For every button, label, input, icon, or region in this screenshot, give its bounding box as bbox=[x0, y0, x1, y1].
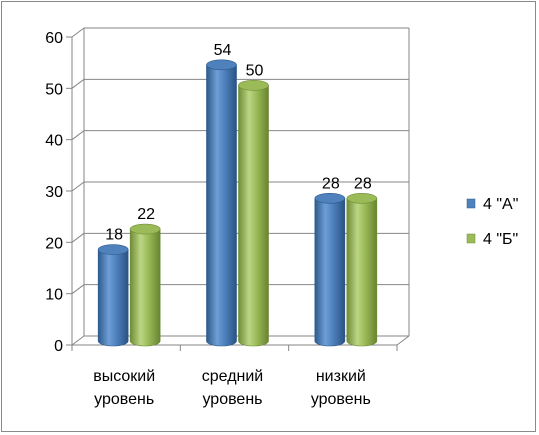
axis-layer: 0 10 20 30 40 50 60 bbox=[45, 30, 410, 355]
category-label: средний bbox=[202, 368, 264, 385]
bar-body bbox=[129, 228, 161, 347]
bar-top bbox=[238, 80, 269, 91]
y-tick-label: 50 bbox=[45, 81, 63, 98]
legend: 4 "А" 4 "Б" bbox=[466, 196, 518, 248]
data-label: 28 bbox=[322, 175, 340, 192]
data-label: 54 bbox=[214, 42, 232, 59]
labels-layer: 18 22 высокий уровень 54 50 средний уровень 28 28… bbox=[93, 42, 372, 408]
category-label: уровень bbox=[202, 391, 262, 408]
gridline-diagonal bbox=[71, 335, 85, 346]
category-label: низкий bbox=[316, 368, 366, 385]
y-tick-label: 0 bbox=[54, 338, 63, 355]
bar-top bbox=[346, 192, 378, 204]
gridline-diagonal bbox=[71, 130, 85, 141]
bar-body bbox=[346, 197, 378, 347]
y-tick-label: 20 bbox=[45, 235, 63, 252]
category-label: уровень bbox=[94, 391, 154, 408]
bar-top bbox=[129, 223, 161, 235]
legend-label: 4 "А" bbox=[483, 196, 518, 213]
category-label: уровень bbox=[311, 391, 371, 408]
bar-body bbox=[314, 197, 346, 347]
bar bbox=[314, 192, 346, 347]
bar-body bbox=[97, 249, 129, 347]
data-label: 28 bbox=[354, 175, 372, 192]
bar bbox=[206, 59, 237, 347]
data-label: 50 bbox=[246, 62, 264, 79]
gridline-diagonal bbox=[71, 78, 85, 89]
floor-edge bbox=[396, 335, 410, 346]
bar bbox=[97, 244, 129, 347]
gridline-diagonal bbox=[71, 284, 85, 295]
category-label: высокий bbox=[93, 368, 155, 385]
y-tick-label: 60 bbox=[45, 30, 63, 47]
bar bbox=[238, 80, 269, 347]
data-label: 22 bbox=[137, 206, 155, 223]
y-tick-label: 10 bbox=[45, 287, 63, 304]
bar bbox=[346, 192, 378, 347]
legend-swatch bbox=[466, 198, 476, 209]
legend-swatch bbox=[466, 233, 476, 244]
bar-top bbox=[206, 59, 237, 71]
bar bbox=[129, 223, 161, 347]
bars-layer bbox=[97, 59, 378, 347]
data-label: 18 bbox=[105, 227, 123, 244]
bar-top bbox=[97, 244, 129, 255]
y-tick-label: 30 bbox=[45, 184, 63, 201]
bar-body bbox=[238, 85, 269, 347]
bar-body bbox=[206, 64, 237, 347]
gridline-diagonal bbox=[71, 232, 85, 243]
y-tick-label: 40 bbox=[45, 133, 63, 150]
legend-label: 4 "Б" bbox=[483, 231, 518, 248]
gridline-diagonal bbox=[71, 181, 85, 192]
gridline-diagonal bbox=[71, 27, 85, 38]
bar-top bbox=[314, 192, 346, 204]
